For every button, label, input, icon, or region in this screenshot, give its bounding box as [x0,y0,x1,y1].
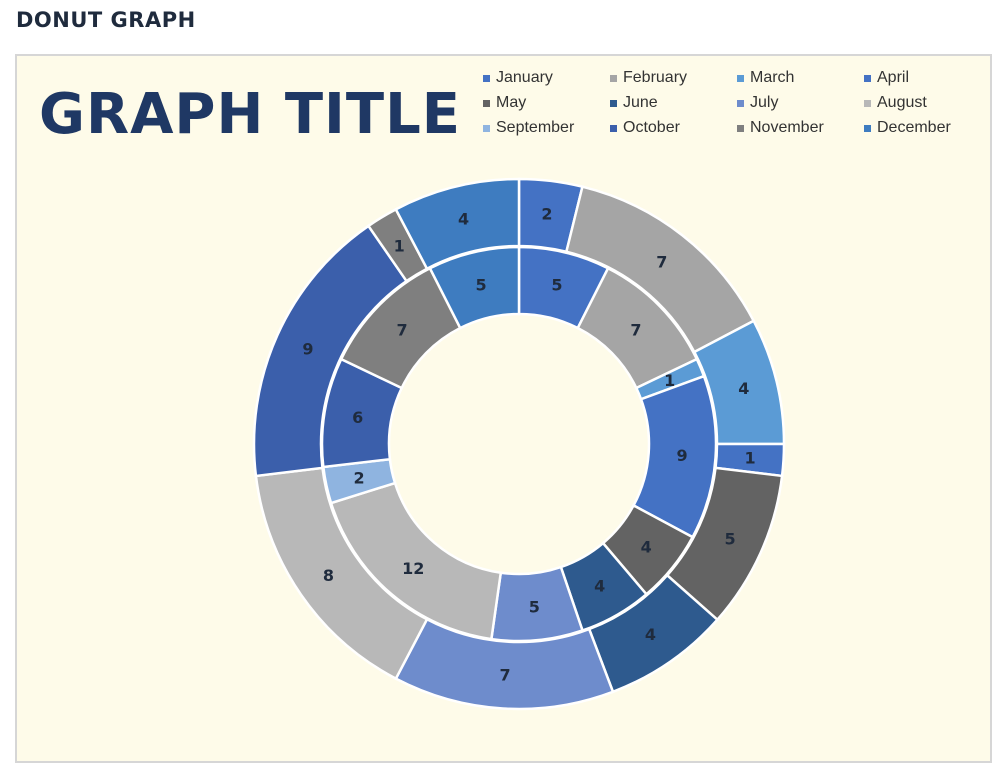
page-heading: DONUT GRAPH [16,8,196,32]
donut-chart: 5 7 1 9 4 4 5 12 2 6 7 5 2 7 4 1 5 4 7 8 9 1 4 [252,177,786,711]
legend-label: December [877,119,951,136]
legend-swatch [610,124,617,132]
data-label: 6 [352,408,363,427]
legend-label: May [496,94,527,111]
legend-swatch [864,124,871,132]
legend-swatch [483,124,490,132]
legend-item-july: July [737,93,864,113]
data-label: 9 [302,339,313,358]
legend-label: February [623,69,688,86]
legend-swatch [864,74,871,82]
data-label: 2 [354,469,365,488]
legend-label: June [623,94,658,111]
legend-item-november: November [737,118,864,138]
legend-label: October [623,119,680,136]
data-label: 7 [656,252,667,271]
legend-label: November [750,119,824,136]
legend-item-august: August [864,93,988,113]
chart-area: GRAPH TITLE January February March April May… [15,54,992,763]
legend-swatch [737,74,744,82]
data-label: 8 [323,566,334,585]
data-label: 1 [394,236,405,255]
data-label: 4 [738,379,749,398]
legend-label: August [877,94,927,111]
legend-item-april: April [864,68,988,88]
legend-label: April [877,69,910,86]
data-label: 4 [645,625,656,644]
legend: January February March April May June July Augu… [483,68,988,138]
legend-item-june: June [610,93,737,113]
legend-label: September [496,119,575,136]
legend-swatch [610,99,617,107]
legend-swatch [610,74,617,82]
legend-swatch [483,74,490,82]
data-label: 9 [677,446,688,465]
legend-item-december: December [864,118,988,138]
data-label: 5 [475,275,486,294]
legend-item-may: May [483,93,610,113]
data-label: 7 [630,320,641,339]
legend-label: March [750,69,795,86]
data-label: 1 [664,371,675,390]
data-label: 4 [458,210,469,229]
data-label: 7 [396,320,407,339]
legend-item-october: October [610,118,737,138]
legend-item-january: January [483,68,610,88]
legend-label: January [496,69,553,86]
data-label: 1 [745,448,756,467]
legend-item-february: February [610,68,737,88]
data-label: 5 [529,597,540,616]
legend-swatch [483,99,490,107]
legend-swatch [864,99,871,107]
data-label: 5 [725,530,736,549]
data-label: 2 [541,205,552,224]
chart-title: GRAPH TITLE [39,82,462,147]
outer-segment-december [394,177,521,271]
legend-item-march: March [737,68,864,88]
legend-swatch [737,124,744,132]
data-label: 12 [402,559,424,578]
data-label: 5 [551,275,562,294]
data-label: 7 [499,666,510,685]
data-label: 4 [594,577,605,596]
data-label: 4 [641,537,652,556]
legend-item-september: September [483,118,610,138]
legend-swatch [737,99,744,107]
legend-label: July [750,94,779,111]
